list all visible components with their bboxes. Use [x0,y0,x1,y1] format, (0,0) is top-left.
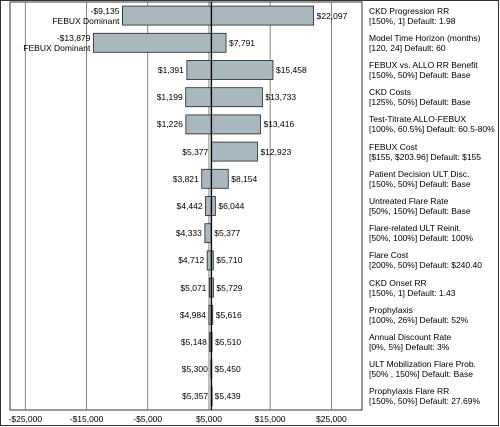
category-label: Untreated Flare Rate [50%, 150%] Default… [369,196,471,216]
value-label: $5,148 [180,337,207,347]
x-tick-label: $25,000 [316,414,347,424]
value-label: $5,357 [182,391,209,402]
value-label: $5,510 [215,337,242,347]
value-label: $7,791 [229,37,256,48]
value-label: $4,333 [175,228,202,239]
bar [186,60,274,80]
value-label: $5,071 [180,282,207,293]
category-label: Prophylaxis Flare RR [150%, 50%] Default… [369,386,481,407]
value-label: $8,154 [231,173,258,184]
category-label: Test-Titrate ALLO-FEBUX [100%, 60.5%] De… [369,114,495,135]
value-label: $1,391 [157,65,184,75]
category-label: Annual Discount Rate [0%, 5%] Default: 3… [369,332,452,352]
value-label: -$9,135 FEBUX Dominant [52,5,120,26]
x-tick-label: -$5,000 [133,414,163,424]
category-label: CKD Progression RR [150%, 1] Default: 1.… [369,5,456,26]
value-label: $5,450 [214,364,241,375]
value-label: $5,439 [214,391,241,402]
value-label: $5,710 [216,255,243,266]
x-tick-label: $15,000 [254,414,286,424]
value-label: $3,821 [172,173,199,184]
value-label: $4,712 [178,255,205,266]
value-label: $13,733 [265,92,297,103]
bar [204,223,212,244]
bar [205,196,216,216]
value-label: $22,097 [316,10,348,21]
value-label: $1,226 [156,119,183,130]
value-label: -$13,879 FEBUX Dominant [23,32,91,53]
category-label: CKD Costs [125%, 50%] Default: Base [369,87,471,108]
plot-area [9,1,363,411]
x-tick-label: -$15,000 [69,414,104,424]
value-label: $5,729 [216,282,243,293]
value-label: $12,923 [260,146,292,157]
category-label: FEBUX vs. ALLO RR Benefit [150%, 50%] De… [369,60,478,80]
value-label: $5,377 [182,146,209,157]
bar [122,5,315,26]
value-label: $5,616 [215,309,242,320]
category-label: CKD Onset RR [150%, 1] Default: 1.43 [369,277,456,298]
bar [185,87,263,108]
bar [206,250,214,271]
category-label: ULT Mobilization Flare Prob. [50% , 150%… [369,359,476,380]
category-label: Prophylaxis [100%, 26%] Default: 52% [369,304,469,325]
x-tick-label: -$25,000 [8,414,43,424]
value-label: $4,984 [179,309,206,320]
bar [92,32,227,53]
value-label: $13,416 [263,119,295,130]
category-label: Flare Cost [200%, 50%] Default: $240.40 [369,250,482,271]
bar [210,141,258,162]
category-label: Model Time Horizon (months) [120, 24] De… [369,32,481,53]
value-label: $5,377 [214,228,241,239]
value-label: $1,199 [156,92,183,103]
bar [201,168,229,189]
category-label: FEBUX Cost [$155, $203.96] Default: $155 [369,141,482,162]
x-tick-label: $5,000 [195,414,222,424]
value-label: $5,300 [181,364,208,375]
value-label: $15,458 [275,65,307,75]
value-label: $4,442 [176,201,203,211]
bar [185,114,261,135]
value-label: $6,044 [218,201,245,211]
category-label: Patient Decision ULT Disc. [150%, 50%] D… [369,168,471,189]
category-label: Flare-related ULT Reinit. [50%, 100%] De… [369,223,473,244]
